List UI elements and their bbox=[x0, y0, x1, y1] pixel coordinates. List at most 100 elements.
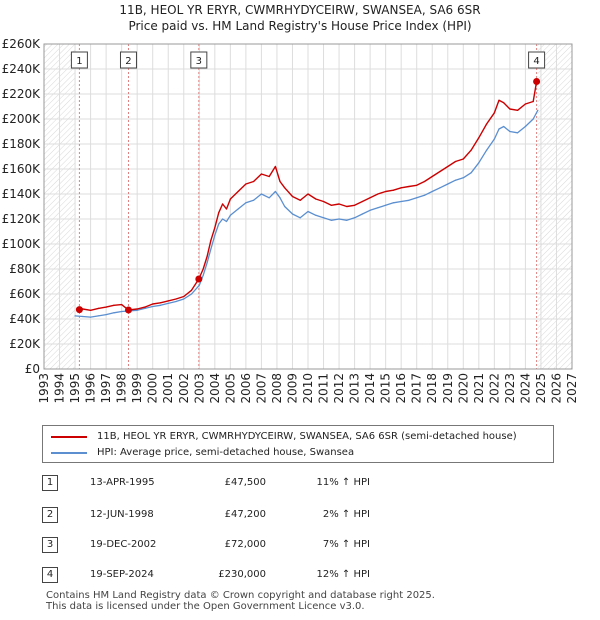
series-point-property bbox=[392, 189, 395, 191]
series-point-property bbox=[214, 227, 216, 229]
series-point-property bbox=[524, 103, 527, 105]
series-point-hpi bbox=[447, 183, 449, 185]
series-point-hpi bbox=[353, 217, 356, 219]
series-point-property bbox=[218, 212, 220, 214]
series-point-property bbox=[190, 289, 193, 291]
series-point-property bbox=[353, 204, 356, 206]
x-tick-label: 1997 bbox=[99, 373, 113, 404]
y-tick-label: £20K bbox=[9, 337, 41, 351]
series-point-property bbox=[152, 303, 154, 305]
series-point-property bbox=[307, 193, 309, 195]
series-point-property bbox=[478, 137, 480, 139]
series-point-hpi bbox=[517, 132, 519, 134]
x-tick-label: 2002 bbox=[177, 373, 191, 404]
series-point-property bbox=[439, 170, 441, 173]
x-tick-label: 2001 bbox=[161, 373, 175, 404]
x-tick-label: 1993 bbox=[37, 373, 51, 404]
sale-point bbox=[75, 306, 83, 314]
x-tick-label: 2009 bbox=[285, 373, 299, 404]
series-point-hpi bbox=[330, 219, 332, 221]
footer-license: This data is licensed under the Open Gov… bbox=[46, 601, 365, 612]
series-point-hpi bbox=[253, 199, 255, 201]
series-point-property bbox=[517, 109, 519, 111]
series-point-property bbox=[144, 306, 146, 308]
series-point-hpi bbox=[470, 172, 472, 174]
series-point-hpi bbox=[225, 220, 228, 223]
series-point-property bbox=[416, 184, 418, 186]
sale-point bbox=[533, 78, 541, 85]
series-point-property bbox=[221, 203, 224, 205]
legend-swatch-property bbox=[51, 436, 87, 438]
sale-number: 2 bbox=[42, 507, 58, 523]
series-point-hpi bbox=[462, 177, 464, 179]
series-point-hpi bbox=[400, 200, 402, 203]
x-tick-label: 2004 bbox=[208, 373, 222, 404]
series-point-hpi bbox=[144, 307, 146, 309]
footer-copyright: Contains HM Land Registry data © Crown c… bbox=[46, 590, 435, 601]
series-point-property bbox=[89, 309, 92, 311]
series-point-property bbox=[532, 100, 534, 103]
series-point-hpi bbox=[346, 219, 348, 221]
series-point-hpi bbox=[454, 179, 457, 181]
sale-hpi-diff: 11% ↑ HPI bbox=[316, 477, 370, 488]
x-tick-label: 2022 bbox=[487, 373, 501, 404]
series-point-property bbox=[225, 208, 228, 210]
series-point-hpi bbox=[74, 315, 76, 317]
y-tick-label: £60K bbox=[9, 287, 41, 301]
series-point-hpi bbox=[338, 218, 340, 220]
x-tick-label: 2021 bbox=[472, 373, 486, 404]
series-point-hpi bbox=[284, 205, 286, 208]
y-tick-label: £220K bbox=[2, 87, 42, 101]
series-point-hpi bbox=[524, 125, 527, 128]
series-point-property bbox=[183, 295, 185, 298]
sale-marker-box bbox=[190, 51, 208, 69]
series-point-property bbox=[159, 302, 162, 304]
series-point-hpi bbox=[307, 210, 309, 213]
series-point-property bbox=[322, 200, 325, 203]
sale-number: 4 bbox=[42, 567, 58, 583]
sale-row: 4 19-SEP-2024 £230,000 12% ↑ HPI bbox=[42, 566, 562, 586]
series-point-property bbox=[509, 108, 511, 110]
chart-title: 11B, HEOL YR ERYR, CWMRHYDYCEIRW, SWANSE… bbox=[119, 3, 481, 17]
series-point-property bbox=[274, 165, 276, 168]
x-tick-label: 2005 bbox=[223, 373, 237, 404]
x-tick-label: 2011 bbox=[317, 373, 331, 404]
series-point-hpi bbox=[221, 218, 224, 220]
series-point-hpi bbox=[279, 197, 281, 199]
series-point-property bbox=[470, 149, 472, 151]
series-point-property bbox=[330, 204, 332, 206]
footer: Contains HM Land Registry data © Crown c… bbox=[46, 590, 435, 612]
series-point-hpi bbox=[237, 208, 239, 210]
legend-label-property: 11B, HEOL YR ERYR, CWMRHYDYCEIRW, SWANSE… bbox=[97, 431, 517, 442]
legend-label-hpi: HPI: Average price, semi-detached house,… bbox=[97, 447, 355, 458]
sale-marker-label: 3 bbox=[196, 56, 202, 67]
series-point-hpi bbox=[121, 310, 123, 313]
series-point-hpi bbox=[190, 293, 193, 295]
series-point-property bbox=[299, 199, 301, 201]
series-point-hpi bbox=[478, 162, 480, 164]
series-point-hpi bbox=[167, 302, 169, 304]
plot-frame bbox=[43, 43, 573, 370]
y-tick-label: £80K bbox=[9, 262, 41, 276]
x-tick-label: 2026 bbox=[549, 373, 563, 404]
series-point-hpi bbox=[385, 204, 387, 206]
series-point-hpi bbox=[214, 234, 216, 236]
x-tick-label: 2014 bbox=[363, 373, 377, 404]
x-tick-label: 2013 bbox=[348, 373, 362, 404]
sale-price: £47,500 bbox=[224, 477, 266, 488]
series-point-hpi bbox=[408, 199, 410, 201]
series-point-hpi bbox=[198, 284, 200, 286]
series-point-hpi bbox=[392, 202, 395, 204]
sale-date: 12-JUN-1998 bbox=[90, 509, 154, 520]
series-point-property bbox=[385, 190, 387, 193]
series-point-hpi bbox=[509, 130, 511, 133]
sale-marker-label: 2 bbox=[125, 56, 131, 67]
series-point-property bbox=[315, 198, 317, 200]
x-tick-label: 1999 bbox=[130, 373, 144, 404]
series-point-property bbox=[369, 197, 371, 199]
x-tick-label: 1998 bbox=[115, 373, 129, 404]
series-point-property bbox=[361, 200, 363, 203]
series-point-hpi bbox=[268, 197, 270, 199]
x-tick-label: 2027 bbox=[565, 373, 579, 404]
series-point-property bbox=[229, 198, 231, 200]
